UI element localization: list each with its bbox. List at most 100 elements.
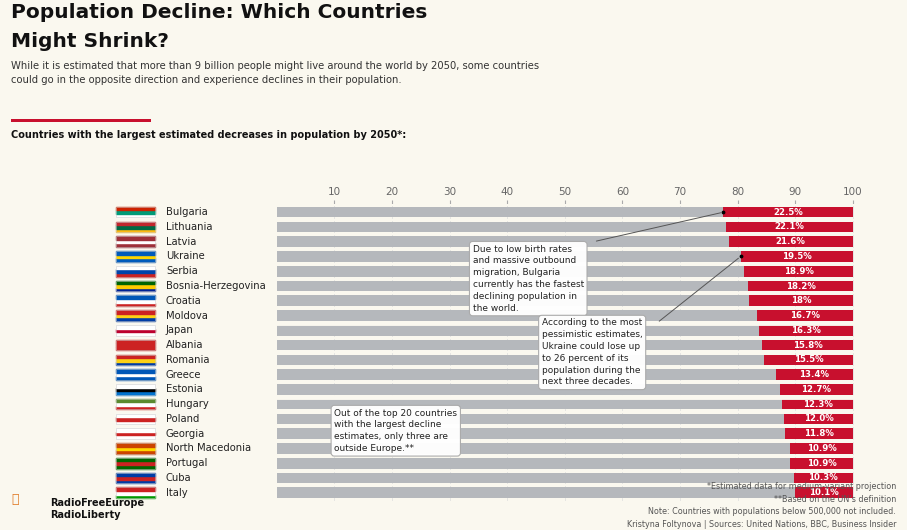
Bar [116, 243, 155, 247]
Bar [277, 207, 853, 217]
Text: Ukraine: Ukraine [166, 251, 205, 261]
Text: 15.8%: 15.8% [793, 341, 823, 350]
Bar [116, 329, 155, 332]
Bar [116, 376, 155, 380]
Bar [116, 222, 155, 225]
Bar [116, 210, 155, 214]
Text: 22.5%: 22.5% [774, 208, 803, 217]
Text: Lithuania: Lithuania [166, 222, 212, 232]
Bar [795, 488, 853, 498]
Bar [762, 340, 853, 350]
Bar [277, 384, 853, 395]
Text: 16.3%: 16.3% [791, 326, 821, 335]
Bar [116, 340, 155, 343]
Bar [756, 310, 853, 321]
Bar [277, 340, 853, 350]
Bar [116, 299, 155, 303]
Text: RadioFreeEurope
RadioLiberty: RadioFreeEurope RadioLiberty [50, 498, 144, 520]
Bar [116, 355, 155, 365]
Bar [116, 240, 155, 243]
Bar [116, 314, 155, 317]
Text: 18.9%: 18.9% [784, 267, 814, 276]
Bar [116, 310, 155, 314]
Bar [116, 402, 155, 406]
Bar [116, 443, 155, 454]
Text: Poland: Poland [166, 414, 200, 424]
Bar [116, 406, 155, 410]
Text: Portugal: Portugal [166, 458, 208, 468]
Bar [116, 207, 155, 210]
Text: 13.4%: 13.4% [799, 370, 829, 379]
Bar [277, 443, 853, 454]
Bar [277, 428, 853, 439]
Text: 12.7%: 12.7% [802, 385, 832, 394]
Bar [116, 476, 155, 480]
Bar [116, 236, 155, 247]
Bar [277, 236, 853, 247]
Text: 11.8%: 11.8% [805, 429, 834, 438]
Bar [277, 355, 853, 365]
Text: 16.7%: 16.7% [790, 311, 820, 320]
Text: Italy: Italy [166, 488, 188, 498]
Bar [116, 284, 155, 288]
Bar [116, 266, 155, 277]
Bar [764, 355, 853, 365]
Bar [277, 399, 853, 410]
Bar [726, 222, 853, 232]
Bar [116, 491, 155, 494]
Bar [116, 473, 155, 476]
Text: 22.1%: 22.1% [775, 223, 805, 232]
Bar [116, 413, 155, 424]
Bar [116, 251, 155, 262]
Bar [277, 458, 853, 469]
Bar [724, 207, 853, 217]
Bar [794, 473, 853, 483]
Text: According to the most
pessimistic estimates,
Ukraine could lose up
to 26 percent: According to the most pessimistic estima… [541, 319, 642, 386]
Text: 10.3%: 10.3% [808, 473, 838, 482]
Bar [116, 473, 155, 483]
Text: Latvia: Latvia [166, 237, 196, 246]
Bar [759, 325, 853, 335]
Text: Serbia: Serbia [166, 266, 198, 276]
Bar [782, 399, 853, 410]
Bar [116, 384, 155, 387]
Bar [784, 413, 853, 424]
Bar [744, 266, 853, 277]
Bar [749, 295, 853, 306]
Bar [741, 251, 853, 262]
Bar [277, 325, 853, 335]
Bar [116, 373, 155, 376]
Text: Albania: Albania [166, 340, 203, 350]
Bar [116, 310, 155, 321]
Bar [116, 384, 155, 395]
Bar [116, 488, 155, 498]
Text: 18.2%: 18.2% [785, 281, 815, 290]
Bar [277, 413, 853, 424]
Text: 10.9%: 10.9% [806, 458, 836, 467]
Bar [116, 288, 155, 292]
Bar [116, 358, 155, 361]
Bar [116, 421, 155, 424]
Bar [116, 450, 155, 454]
Bar [116, 255, 155, 258]
Text: Due to low birth rates
and massive outbound
migration, Bulgaria
currently has th: Due to low birth rates and massive outbo… [473, 245, 584, 313]
Text: *Estimated data for medium-variant projection
**Based on the UN’s definition
Not: *Estimated data for medium-variant proje… [627, 482, 896, 529]
Bar [116, 281, 155, 292]
Text: 19.5%: 19.5% [782, 252, 812, 261]
Bar [116, 428, 155, 432]
Bar [116, 436, 155, 439]
Text: Might Shrink?: Might Shrink? [11, 32, 169, 51]
Text: 🐦: 🐦 [11, 493, 18, 506]
Bar [116, 413, 155, 417]
Text: Countries with the largest estimated decreases in population by 2050*:: Countries with the largest estimated dec… [11, 130, 406, 140]
Bar [277, 266, 853, 277]
Text: 12.0%: 12.0% [804, 414, 834, 423]
Bar [780, 384, 853, 395]
Bar [116, 347, 155, 350]
Text: Estonia: Estonia [166, 384, 203, 394]
Text: While it is estimated that more than 9 billion people might live around the worl: While it is estimated that more than 9 b… [11, 61, 539, 85]
Bar [116, 480, 155, 483]
Bar [116, 369, 155, 380]
Bar [277, 295, 853, 306]
Text: Georgia: Georgia [166, 429, 205, 439]
